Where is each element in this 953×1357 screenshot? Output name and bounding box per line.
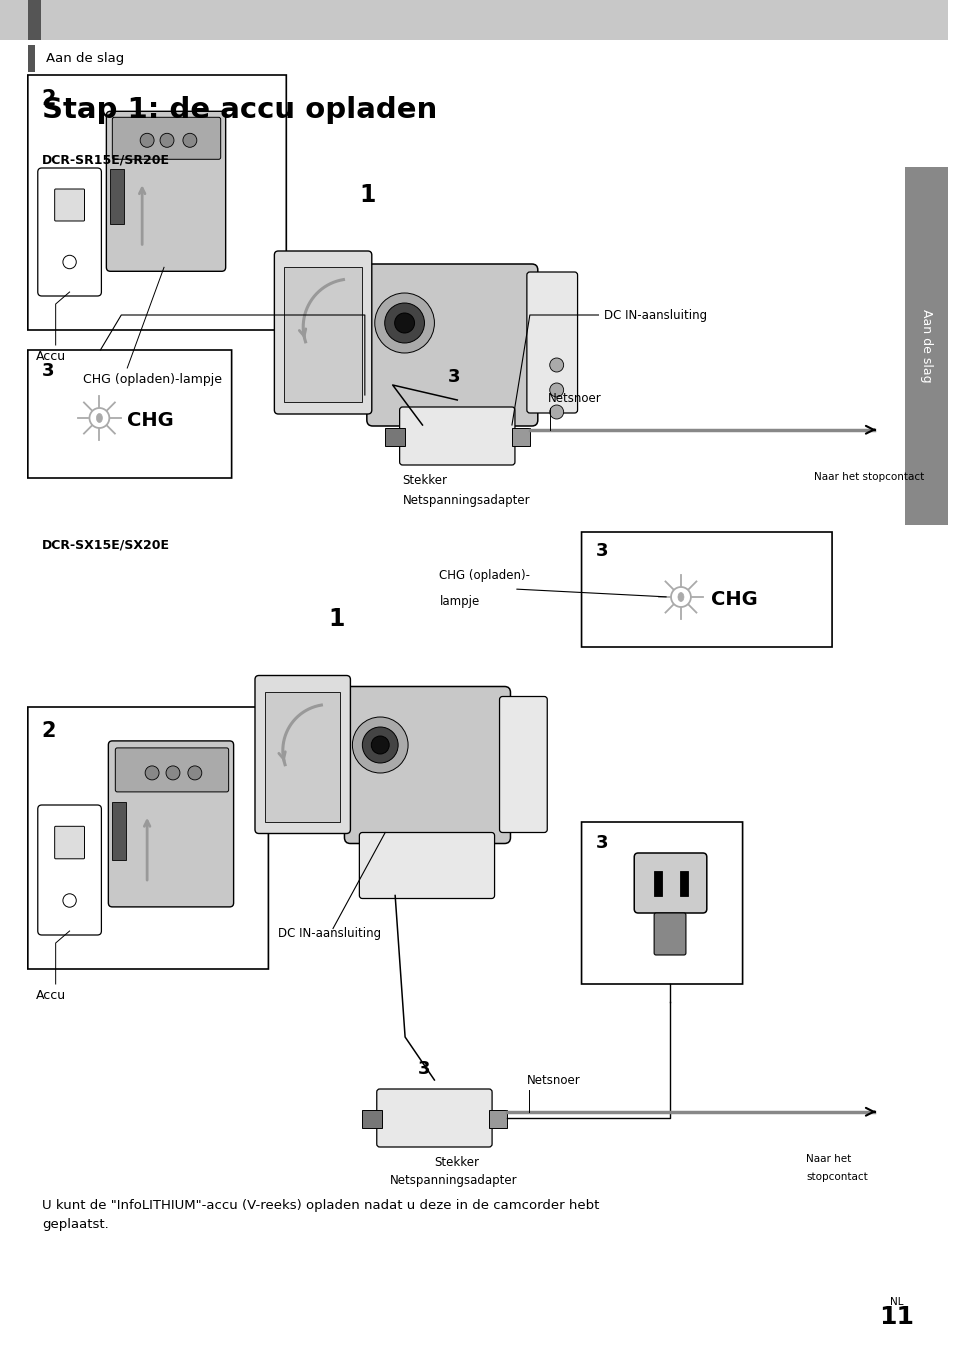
Text: 3: 3 [42,362,54,380]
Text: Stap 1: de accu opladen: Stap 1: de accu opladen [42,96,436,123]
Text: Naar het stopcontact: Naar het stopcontact [813,472,923,482]
Circle shape [670,588,690,607]
Text: 3: 3 [417,1060,430,1077]
Text: Netsnoer: Netsnoer [526,1073,580,1087]
Circle shape [63,255,76,269]
Text: NL: NL [889,1297,902,1307]
FancyBboxPatch shape [384,429,404,446]
FancyBboxPatch shape [499,696,547,832]
Circle shape [166,765,180,780]
Circle shape [183,133,196,148]
Text: 3: 3 [595,835,607,852]
FancyBboxPatch shape [376,1090,492,1147]
Text: 1: 1 [359,183,375,208]
Circle shape [375,293,434,353]
Text: DC IN-aansluiting: DC IN-aansluiting [604,308,707,322]
Text: CHG (opladen)-lampje: CHG (opladen)-lampje [82,373,221,385]
Text: DCR-SR15E/SR20E: DCR-SR15E/SR20E [42,153,170,167]
Text: Accu: Accu [36,989,66,1001]
Text: DC IN-aansluiting: DC IN-aansluiting [278,927,381,940]
FancyBboxPatch shape [28,350,232,478]
FancyBboxPatch shape [38,168,101,296]
Text: Aan de slag: Aan de slag [46,52,124,65]
Ellipse shape [96,414,102,422]
Text: Aan de slag: Aan de slag [919,309,932,383]
Text: DCR-SX15E/SX20E: DCR-SX15E/SX20E [42,539,170,551]
FancyBboxPatch shape [679,871,687,896]
FancyBboxPatch shape [654,871,661,896]
Text: 2: 2 [42,90,56,109]
Text: Netsnoer: Netsnoer [547,392,601,404]
FancyBboxPatch shape [654,913,685,955]
FancyBboxPatch shape [106,111,226,271]
FancyBboxPatch shape [112,117,220,159]
Circle shape [352,716,408,773]
Circle shape [395,313,415,332]
FancyBboxPatch shape [581,532,831,647]
Text: 1: 1 [328,607,344,631]
Circle shape [145,765,159,780]
Bar [903,167,947,525]
Text: stopcontact: stopcontact [805,1172,867,1182]
Text: Netspanningsadapter: Netspanningsadapter [389,1174,517,1187]
Circle shape [90,408,110,427]
FancyBboxPatch shape [344,687,510,844]
Bar [0,0,947,39]
Circle shape [160,133,173,148]
Bar [111,170,124,224]
FancyBboxPatch shape [512,429,529,446]
Text: 3: 3 [447,368,459,385]
FancyBboxPatch shape [265,692,340,821]
Circle shape [549,404,563,419]
Text: Accu: Accu [36,350,66,364]
Text: Naar het: Naar het [805,1153,851,1164]
Text: 3: 3 [595,541,607,560]
FancyBboxPatch shape [367,265,537,426]
FancyBboxPatch shape [361,1110,381,1129]
FancyBboxPatch shape [399,407,515,465]
Circle shape [140,133,154,148]
Text: 2: 2 [42,721,56,741]
Circle shape [371,735,389,754]
Circle shape [549,383,563,398]
FancyBboxPatch shape [359,832,494,898]
Circle shape [549,358,563,372]
FancyBboxPatch shape [115,748,229,792]
FancyBboxPatch shape [489,1110,506,1129]
FancyBboxPatch shape [28,707,268,969]
Text: Netspanningsadapter: Netspanningsadapter [402,494,530,508]
FancyBboxPatch shape [254,676,350,833]
FancyBboxPatch shape [38,805,101,935]
Text: 11: 11 [879,1305,913,1329]
Text: CHG: CHG [127,411,173,430]
FancyBboxPatch shape [526,271,577,413]
Circle shape [384,303,424,343]
FancyBboxPatch shape [109,741,233,906]
Bar [28,45,34,72]
Text: Stekker: Stekker [434,1156,479,1168]
Text: CHG (opladen)-: CHG (opladen)- [439,569,530,582]
FancyBboxPatch shape [634,854,706,913]
Bar [112,802,126,860]
Ellipse shape [678,593,683,601]
FancyBboxPatch shape [54,189,85,221]
FancyBboxPatch shape [284,267,361,402]
Circle shape [188,765,202,780]
Circle shape [63,894,76,908]
Text: CHG: CHG [710,589,757,608]
FancyBboxPatch shape [54,826,85,859]
FancyBboxPatch shape [274,251,372,414]
Text: U kunt de "InfoLITHIUM"-accu (V-reeks) opladen nadat u deze in de camcorder hebt: U kunt de "InfoLITHIUM"-accu (V-reeks) o… [42,1200,598,1231]
Circle shape [362,727,397,763]
FancyBboxPatch shape [28,75,286,330]
Text: lampje: lampje [439,594,479,608]
Bar [28,0,41,39]
Text: Stekker: Stekker [402,474,447,487]
FancyBboxPatch shape [581,822,741,984]
